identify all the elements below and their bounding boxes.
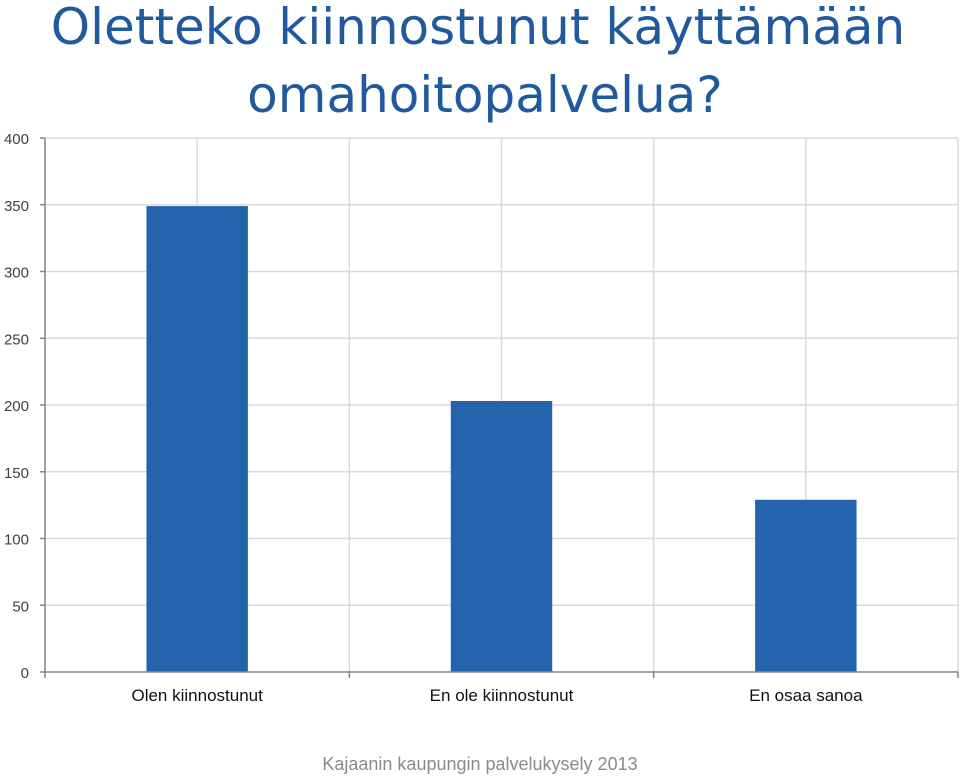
x-category-label: En ole kiinnostunut <box>430 686 574 705</box>
chart-title-line-1: Oletteko kiinnostunut käyttämään <box>50 0 906 56</box>
y-tick-label: 100 <box>4 532 29 549</box>
y-tick-label: 150 <box>4 465 29 482</box>
x-category-label: Olen kiinnostunut <box>131 686 263 705</box>
y-tick-label: 200 <box>4 398 29 415</box>
axes <box>40 137 959 678</box>
bar-1 <box>146 206 248 672</box>
chart-title-line-2: omahoitopalvelua? <box>247 66 723 124</box>
y-tick-label: 0 <box>21 665 29 682</box>
bar-3 <box>755 499 857 672</box>
bar-2 <box>450 400 553 672</box>
y-tick-label: 300 <box>4 265 29 282</box>
y-tick-label: 50 <box>12 598 29 615</box>
tick-labels: 0 50 100 150 200 250 300 350 400 Olen kiinnostunu… <box>4 131 863 705</box>
x-category-label: En osaa sanoa <box>749 686 863 705</box>
y-tick-label: 400 <box>4 131 29 148</box>
y-tick-label: 250 <box>4 331 29 348</box>
source-footer: Kajaanin kaupungin palvelukysely 2013 <box>322 754 638 774</box>
bars <box>146 206 857 672</box>
y-tick-label: 350 <box>4 198 29 215</box>
